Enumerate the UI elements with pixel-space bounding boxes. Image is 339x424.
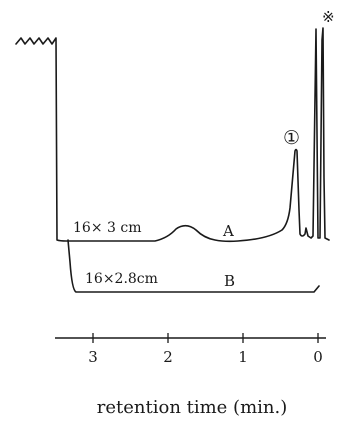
trace-series-a bbox=[15, 27, 330, 243]
column-label-b: 16×2.8cm bbox=[85, 271, 158, 287]
x-axis-ticks: 3 2 1 0 bbox=[88, 333, 323, 366]
x-tick-label-1: 1 bbox=[238, 348, 248, 366]
x-tick-label-3: 3 bbox=[88, 348, 98, 366]
trace-series-b bbox=[67, 239, 320, 293]
x-tick-label-0: 0 bbox=[313, 348, 323, 366]
series-label-b: B bbox=[224, 272, 235, 290]
column-label-a: 16× 3 cm bbox=[73, 220, 141, 236]
x-tick-label-2: 2 bbox=[163, 348, 173, 366]
x-axis-title: retention time (min.) bbox=[97, 397, 288, 418]
reference-mark: ※ bbox=[322, 8, 335, 26]
peak-marker-label: ① bbox=[283, 127, 300, 149]
traces-group bbox=[15, 27, 330, 293]
series-label-a: A bbox=[222, 222, 234, 240]
